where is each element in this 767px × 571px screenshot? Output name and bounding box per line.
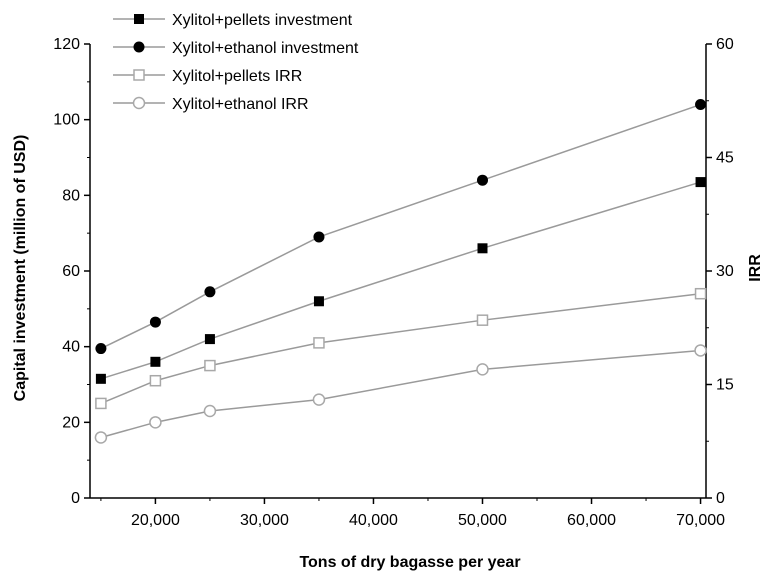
data-point	[95, 343, 107, 355]
legend-label: Xylitol+pellets IRR	[172, 68, 302, 85]
data-point	[694, 287, 707, 300]
y-tick-label: 120	[53, 36, 80, 53]
data-point	[133, 69, 145, 81]
y-tick-label: 80	[62, 187, 80, 204]
data-point	[95, 373, 106, 384]
data-point	[149, 374, 162, 387]
data-point	[203, 404, 217, 418]
data-point	[149, 416, 162, 429]
y-tick-label: 0	[71, 490, 80, 507]
legend-item: Xylitol+ethanol investment	[113, 40, 359, 57]
data-point	[476, 363, 489, 376]
y-tick-label: 20	[62, 414, 80, 431]
data-point	[134, 14, 144, 24]
x-axis-title: Tons of dry bagasse per year	[299, 554, 520, 571]
x-tick-label: 60,000	[567, 512, 616, 529]
series-line	[100, 103, 701, 350]
y-axis-title: Capital investment (million of USD)	[12, 135, 29, 402]
x-tick-label: 30,000	[240, 512, 289, 529]
y2-tick-label: 0	[716, 490, 725, 507]
data-point	[695, 99, 707, 111]
data-point	[204, 359, 216, 372]
data-point	[132, 96, 146, 110]
axes: 0 20 40 60 80 100 120 0 15 30 45 60 20,000 30,000 40,0…	[53, 36, 734, 529]
legend-label: Xylitol+ethanol IRR	[172, 96, 309, 113]
y2-tick-label: 15	[716, 377, 734, 394]
x-tick-label: 50,000	[458, 512, 507, 529]
legend-item: Xylitol+ethanol IRR	[113, 96, 309, 113]
series-3	[94, 344, 707, 444]
data-point	[313, 231, 325, 243]
data-point	[694, 344, 707, 357]
series-line	[100, 292, 701, 405]
legend-item: Xylitol+pellets IRR	[113, 68, 302, 85]
data-point	[313, 296, 324, 307]
legend-label: Xylitol+pellets investment	[172, 12, 353, 29]
data-point	[94, 431, 108, 444]
data-point	[95, 397, 107, 410]
legend-label: Xylitol+ethanol investment	[172, 40, 359, 57]
y-tick-label: 60	[62, 263, 80, 280]
legend: Xylitol+pellets investment Xylitol+ethano…	[92, 0, 392, 128]
data-point	[204, 334, 215, 345]
y2-tick-label: 45	[716, 150, 734, 167]
x-tick-label: 40,000	[349, 512, 398, 529]
data-point	[313, 337, 325, 349]
series-2	[95, 287, 707, 410]
y2-tick-label: 60	[716, 36, 734, 53]
data-point	[133, 41, 145, 53]
series-line	[100, 349, 701, 439]
data-point	[476, 174, 488, 186]
data-point	[150, 356, 161, 367]
series-line	[100, 181, 701, 380]
legend-item: Xylitol+pellets investment	[113, 12, 353, 29]
y-tick-label: 40	[62, 339, 80, 356]
y2-axis-title: IRR	[747, 254, 764, 282]
data-point	[477, 243, 488, 254]
data-point	[149, 316, 161, 328]
series-layer	[94, 99, 707, 444]
y-tick-label: 100	[53, 112, 80, 129]
x-tick-label: 70,000	[676, 512, 725, 529]
data-point	[695, 177, 706, 188]
data-point	[476, 314, 489, 326]
data-point	[312, 393, 326, 406]
y2-tick-label: 30	[716, 263, 734, 280]
x-tick-label: 20,000	[131, 512, 180, 529]
series-0	[95, 177, 706, 384]
data-point	[204, 286, 216, 298]
series-1	[95, 99, 707, 355]
